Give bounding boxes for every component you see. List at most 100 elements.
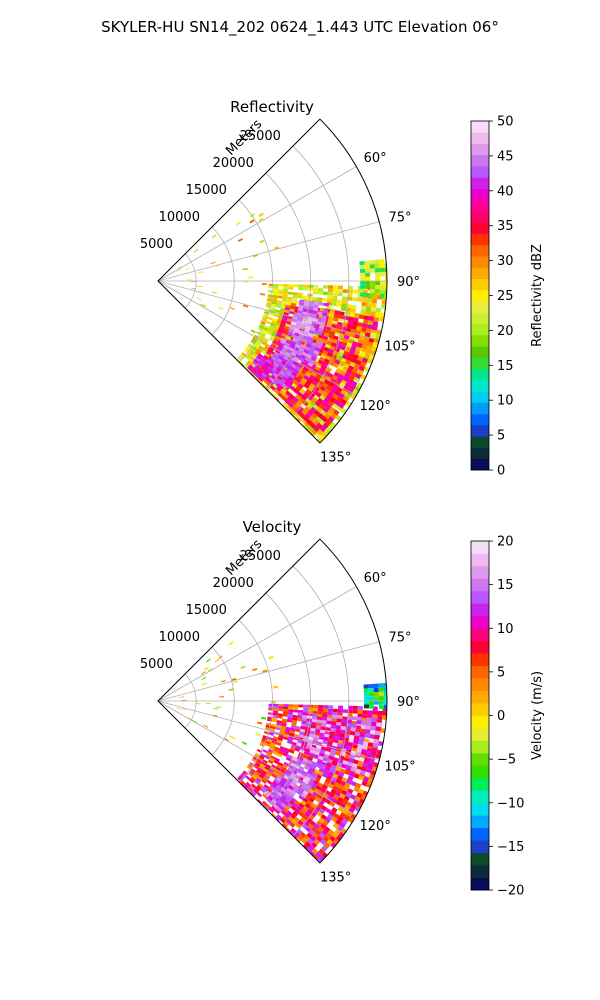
echo-gate (350, 370, 357, 377)
echo-gate (313, 788, 320, 794)
echo-gate (313, 304, 319, 309)
echo-gate (318, 752, 325, 758)
echo-gate (326, 795, 334, 802)
colorbar-tick-label: 0 (497, 709, 505, 724)
echo-gate (331, 807, 338, 814)
echo-gate (313, 838, 321, 846)
echo-gate (303, 391, 310, 398)
echo-gate (325, 807, 332, 814)
echo-gate (332, 362, 339, 369)
echo-gate (263, 354, 269, 360)
echo-gate (331, 298, 338, 303)
colorbar-swatch (471, 678, 489, 691)
echo-gate (324, 816, 332, 824)
echo-gate (361, 327, 367, 333)
echo-gate (309, 383, 316, 389)
echo-gate (311, 848, 319, 855)
echo-gate (269, 728, 276, 732)
echo-gate (296, 759, 303, 764)
echo-gate (336, 299, 343, 304)
echo-gate (327, 813, 334, 820)
echo-gate (354, 373, 362, 380)
echo-gate (266, 779, 273, 785)
echo-gate (284, 812, 291, 819)
echo-gate (268, 768, 274, 774)
echo-gate (331, 374, 339, 381)
echo-gate (385, 276, 387, 281)
echo-gate (356, 720, 362, 725)
echo-gate (331, 353, 338, 360)
echo-gate (266, 751, 273, 756)
echo-gate (321, 784, 328, 790)
echo-gate (369, 268, 376, 273)
echo-gate (384, 271, 387, 277)
echo-gate (378, 687, 384, 692)
echo-gate (343, 350, 350, 357)
echo-gate (291, 371, 298, 377)
echo-gate (280, 794, 287, 801)
echo-gate (315, 829, 322, 836)
echo-gate (347, 352, 354, 358)
echo-gate (262, 363, 269, 369)
echo-gate (295, 385, 302, 392)
echo-gate (260, 358, 266, 364)
echo-gate (270, 723, 277, 728)
echo-gate (177, 268, 182, 272)
sector-frame (157, 118, 388, 444)
echo-gate (265, 772, 272, 778)
echo-gate (298, 794, 305, 801)
echo-gate (320, 364, 327, 371)
echo-gate (305, 325, 311, 330)
echo-gate (312, 779, 319, 786)
echo-gate (203, 724, 209, 728)
echo-gate (277, 328, 284, 333)
echo-gate (305, 388, 312, 395)
echo-gate (306, 769, 313, 775)
echo-gate (293, 380, 300, 386)
echo-gate (285, 339, 292, 345)
echo-gate (307, 386, 314, 392)
echo-gate (319, 787, 327, 794)
echo-gate (271, 301, 277, 305)
echo-gate (315, 725, 321, 730)
echo-gate (300, 800, 307, 806)
echo-gate (248, 763, 254, 769)
echo-gate (363, 684, 369, 689)
echo-gate (319, 356, 326, 362)
echo-gate (289, 762, 296, 768)
echo-gate (299, 299, 305, 303)
echo-gate (298, 357, 305, 363)
echo-gate (367, 341, 374, 348)
echo-gate (284, 351, 291, 357)
echo-gate (301, 717, 307, 722)
echo-gate (275, 724, 282, 729)
echo-gate (355, 359, 362, 366)
echo-gate (371, 721, 377, 727)
azimuth-spoke (157, 280, 380, 341)
echo-gate (317, 359, 324, 365)
echo-gate (354, 796, 361, 803)
echo-gate (315, 729, 321, 734)
echo-gate (336, 743, 343, 749)
colorbar-swatch (471, 740, 489, 754)
echo-gate (275, 360, 281, 366)
echo-gate (303, 750, 310, 756)
echo-gate (282, 293, 288, 297)
echo-gate (308, 844, 315, 852)
echo-gate (347, 741, 354, 747)
echo-gate (301, 351, 308, 357)
range-tick-label: 20000 (213, 156, 254, 171)
echo-gate (311, 313, 318, 318)
echo-gate (275, 386, 282, 393)
azimuth-spoke (157, 280, 357, 396)
echo-gate (332, 402, 340, 409)
echo-gate (363, 688, 369, 693)
echo-gate (310, 775, 317, 781)
echo-gate (373, 687, 379, 693)
echo-gate (267, 316, 273, 321)
echo-gate (302, 308, 308, 313)
echo-gate (295, 725, 302, 730)
azimuth-tick-label: 120° (360, 399, 391, 414)
echo-gate (373, 700, 379, 705)
echo-gate (328, 348, 335, 354)
